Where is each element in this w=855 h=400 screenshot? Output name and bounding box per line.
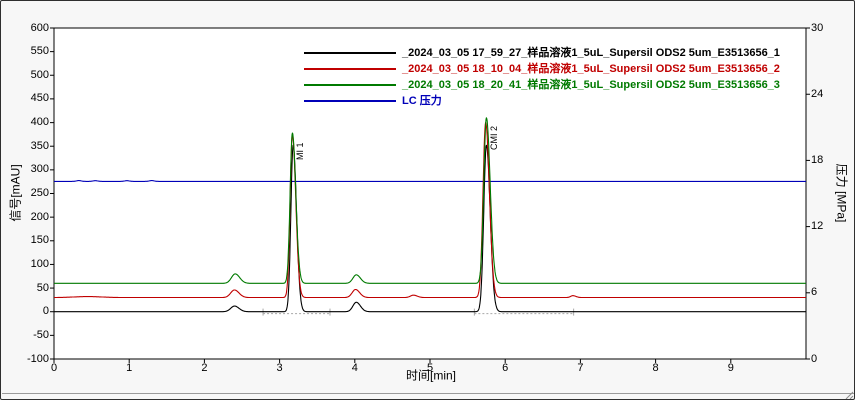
x-axis-title: 时间[min] <box>405 368 457 383</box>
x-axis-tick-label: 3 <box>276 362 283 374</box>
x-axis-tick-label: 7 <box>577 362 584 374</box>
x-axis-tick-label: 1 <box>126 362 133 374</box>
y-axis-right-title: 压力 [MPa] <box>834 163 849 223</box>
x-axis-tick-label: 4 <box>351 362 358 374</box>
x-axis-tick-label: 2 <box>201 362 208 374</box>
y-axis-left-tick-label: 550 <box>30 45 49 58</box>
y-axis-left-tick-label: 600 <box>30 21 49 34</box>
x-axis-tick-label: 0 <box>50 362 58 374</box>
y-axis-right-tick-label: 12 <box>811 220 824 233</box>
plot-area <box>53 27 807 360</box>
y-axis-left-tick-label: -100 <box>26 352 49 365</box>
y-axis-left-tick-label: 200 <box>30 210 49 223</box>
y-axis-left-tick-label: 150 <box>30 234 49 247</box>
resize-grip-icon[interactable] <box>849 395 854 399</box>
trace-run3 <box>53 117 807 284</box>
trace-run1 <box>53 144 807 313</box>
legend-label: _2024_03_05 17_59_27_样品溶液1_5uL_Supersil … <box>402 46 780 59</box>
legend-item-run1: _2024_03_05 17_59_27_样品溶液1_5uL_Supersil … <box>304 45 780 61</box>
legend-label: _2024_03_05 18_20_41_样品溶液1_5uL_Supersil … <box>402 78 780 91</box>
legend-line-sample-red <box>304 68 396 70</box>
x-axis-tick-label: 8 <box>652 362 659 374</box>
legend-line-sample-blue <box>304 100 396 102</box>
trace-run2 <box>53 122 807 299</box>
y-axis-left-tick-label: 350 <box>30 139 49 152</box>
y-axis-left-tick-label: 400 <box>30 116 49 129</box>
legend-line-sample-black <box>304 52 396 54</box>
x-axis-tick-label: 6 <box>502 362 509 374</box>
y-axis-right-tick-label: 30 <box>811 21 824 34</box>
legend-item-run2: _2024_03_05 18_10_04_样品溶液1_5uL_Supersil … <box>304 61 780 77</box>
legend-label: _2024_03_05 18_10_04_样品溶液1_5uL_Supersil … <box>402 62 780 75</box>
legend-item-run3: _2024_03_05 18_20_41_样品溶液1_5uL_Supersil … <box>304 77 780 93</box>
legend-line-sample-green <box>304 84 396 86</box>
y-axis-left-tick-label: 450 <box>30 92 49 105</box>
trace-lc-pressure <box>53 180 807 182</box>
y-axis-left-tick-label: 50 <box>36 281 49 294</box>
y-axis-left-tick-label: 250 <box>30 187 49 199</box>
x-axis-tick-label: 9 <box>727 362 734 374</box>
y-axis-left-tick-label: -50 <box>33 328 49 341</box>
peak-label-cmi2: CMI 2 <box>489 126 500 151</box>
legend: _2024_03_05 17_59_27_样品溶液1_5uL_Supersil … <box>304 45 780 109</box>
legend-item-lc-pressure: LC 压力 <box>304 93 780 109</box>
y-axis-left-tick-label: 500 <box>30 68 49 81</box>
y-axis-right-tick-label: 24 <box>811 87 824 100</box>
y-axis-left-tick-label: 100 <box>30 257 49 270</box>
y-axis-left-tick-label: 300 <box>30 163 49 176</box>
y-axis-right-tick-label: 0 <box>811 352 818 365</box>
y-axis-left-tick-label: 0 <box>42 305 49 318</box>
resize-grip-icon[interactable] <box>845 391 854 399</box>
x-axis-tick-label: 5 <box>426 362 434 374</box>
legend-label: LC 压力 <box>402 94 442 107</box>
peak-label-mi1: MI 1 <box>295 142 306 160</box>
y-axis-right-tick-label: 18 <box>811 153 824 166</box>
y-axis-right-tick-label: 6 <box>811 286 818 299</box>
